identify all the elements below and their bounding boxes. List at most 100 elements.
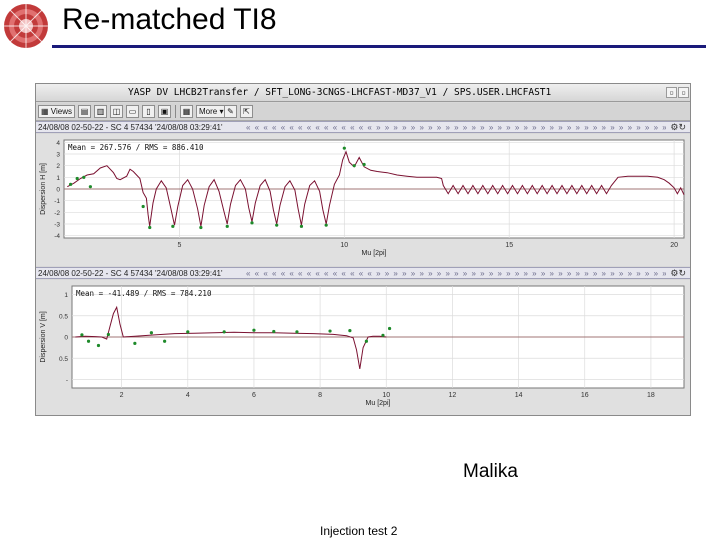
minimize-icon[interactable]: ▫ <box>666 87 677 98</box>
x-tick-label: 16 <box>581 392 589 399</box>
measurement-point <box>80 333 84 337</box>
slide-footer: Injection test 2 <box>320 524 398 538</box>
measurement-point <box>141 204 145 209</box>
measurement-point <box>186 330 190 334</box>
y-tick-label: -3 <box>54 222 60 229</box>
maximize-icon[interactable]: ▫ <box>678 87 689 98</box>
layout-icon[interactable]: ▥ <box>94 105 107 118</box>
x-axis-label: Mu [2pi] <box>362 250 387 257</box>
y-tick-label: 0 <box>64 335 68 342</box>
measurement-point <box>82 175 86 179</box>
table-icon[interactable]: ▦ <box>180 105 193 118</box>
measurement-point <box>149 331 153 335</box>
y-tick-label: 0.5 <box>59 356 68 363</box>
y-axis-label: Dispersion V [m] <box>40 311 47 362</box>
y-tick-label: -4 <box>54 233 60 240</box>
measurement-point <box>381 333 385 337</box>
measurement-point <box>362 162 366 167</box>
y-tick-label: 2 <box>56 163 60 170</box>
dispersion-v-chart: 2 4 6 8 10 12 14 16 18 1 0.5 0 0.5 - Mu [2pi] Dispersio… <box>40 285 685 407</box>
x-tick-label: 10 <box>382 392 390 399</box>
views-label: Views <box>50 107 72 116</box>
window-titlebar: YASP DV LHCB2Transfer / SFT_LONG-3CNGS-L… <box>36 84 690 102</box>
y-tick-label: -1 <box>54 198 60 205</box>
measurement-point <box>68 182 73 186</box>
measurement-point <box>342 146 346 150</box>
tile-h-icon[interactable]: ▭ <box>126 105 139 118</box>
tile-v-icon[interactable]: ▯ <box>142 105 155 118</box>
x-tick-label: 10 <box>340 242 348 249</box>
measurement-point <box>171 224 175 228</box>
x-tick-label: 5 <box>177 242 181 249</box>
views-button[interactable]: ▦ Views <box>38 105 75 118</box>
export-icon[interactable]: ⇱ <box>240 105 253 118</box>
x-tick-label: 14 <box>515 392 523 399</box>
y-tick-label: 4 <box>56 140 60 147</box>
more-button[interactable]: More ▾ <box>196 105 227 118</box>
window-title: YASP DV LHCB2Transfer / SFT_LONG-3CNGS-L… <box>128 87 552 98</box>
panel-v-refresh-icon[interactable]: ⚙↻ <box>670 268 686 278</box>
toolbar: ▦ Views ▤ ▥ ◫ ▭ ▯ ▣ ▦ More ▾ ✎ ⇱ <box>36 103 690 121</box>
measurement-point <box>163 339 167 343</box>
cascade-icon[interactable]: ▣ <box>158 105 171 118</box>
x-tick-label: 8 <box>318 392 322 399</box>
toolbar-separator <box>175 105 176 118</box>
measurement-point <box>250 221 254 225</box>
split-icon[interactable]: ◫ <box>110 105 123 118</box>
measurement-point <box>96 343 101 348</box>
measurement-point <box>348 329 352 333</box>
x-tick-label: 4 <box>186 392 190 399</box>
x-tick-label: 6 <box>252 392 256 399</box>
y-tick-label: 0 <box>56 187 60 194</box>
measurement-point <box>225 224 229 228</box>
y-axis-label: Dispersion H [m] <box>40 163 47 215</box>
x-tick-label: 18 <box>647 392 655 399</box>
y-tick-label: - <box>66 377 68 384</box>
dispersion-line <box>67 150 685 227</box>
measurement-point <box>222 330 226 334</box>
panel-v-acquisition-info: 24/08/08 02-50-22 - SC 4 57434 '24/08/08… <box>38 269 223 278</box>
panel-h-plot: 5 10 15 20 4 3 2 1 0 -1 -2 -3 -4 Mu [2pi] Dispersion H… <box>36 134 690 266</box>
stats-label: Mean = -41.489 / RMS = 784.210 <box>76 289 212 298</box>
panel-v-header: 24/08/08 02-50-22 - SC 4 57434 '24/08/08… <box>36 267 690 279</box>
more-label: More <box>199 107 218 116</box>
grid-icon[interactable]: ▤ <box>78 105 91 118</box>
measurement-point <box>295 330 299 334</box>
x-tick-label: 15 <box>505 242 513 249</box>
y-tick-label: -2 <box>54 210 60 217</box>
measurement-point <box>328 329 332 333</box>
measurement-point <box>352 164 356 168</box>
edit-icon[interactable]: ✎ <box>224 105 237 118</box>
y-tick-label: 3 <box>56 152 60 159</box>
measurement-point <box>86 339 91 343</box>
x-tick-label: 20 <box>670 242 678 249</box>
x-tick-label: 12 <box>449 392 457 399</box>
panel-h-acquisition-info: 24/08/08 02-50-22 - SC 4 57434 '24/08/08… <box>38 123 223 132</box>
x-tick-label: 2 <box>120 392 124 399</box>
measurement-point <box>148 225 152 230</box>
y-tick-label: 1 <box>64 292 68 299</box>
measurement-point <box>88 185 92 189</box>
title-underline <box>52 45 706 48</box>
panel-v-nav-arrows[interactable]: « « « « « « « « « « « « « « « » » » » » … <box>246 269 666 278</box>
measurement-point <box>199 225 203 230</box>
measurement-point <box>364 339 369 343</box>
measurement-point <box>275 223 279 227</box>
measurement-point <box>252 328 256 332</box>
panel-v-plot: 2 4 6 8 10 12 14 16 18 1 0.5 0 0.5 - Mu [2pi] Dispersio… <box>36 280 690 415</box>
measurement-point <box>133 341 137 345</box>
measurement-point <box>299 224 304 228</box>
measurement-point <box>272 329 276 334</box>
y-tick-label: 0.5 <box>59 313 68 320</box>
panel-h-nav-arrows[interactable]: « « « « « « « « « « « « « « « » » » » » … <box>246 123 666 132</box>
measurement-point <box>387 326 392 331</box>
slide-title: Re-matched TI8 <box>62 3 277 36</box>
panel-h-header: 24/08/08 02-50-22 - SC 4 57434 '24/08/08… <box>36 121 690 133</box>
author-caption: Malika <box>463 461 518 482</box>
stats-label: Mean = 267.576 / RMS = 886.410 <box>68 143 204 152</box>
measurement-point <box>106 332 110 337</box>
measurement-point <box>324 223 328 227</box>
y-tick-label: 1 <box>56 175 60 182</box>
panel-h-refresh-icon[interactable]: ⚙↻ <box>670 122 686 132</box>
